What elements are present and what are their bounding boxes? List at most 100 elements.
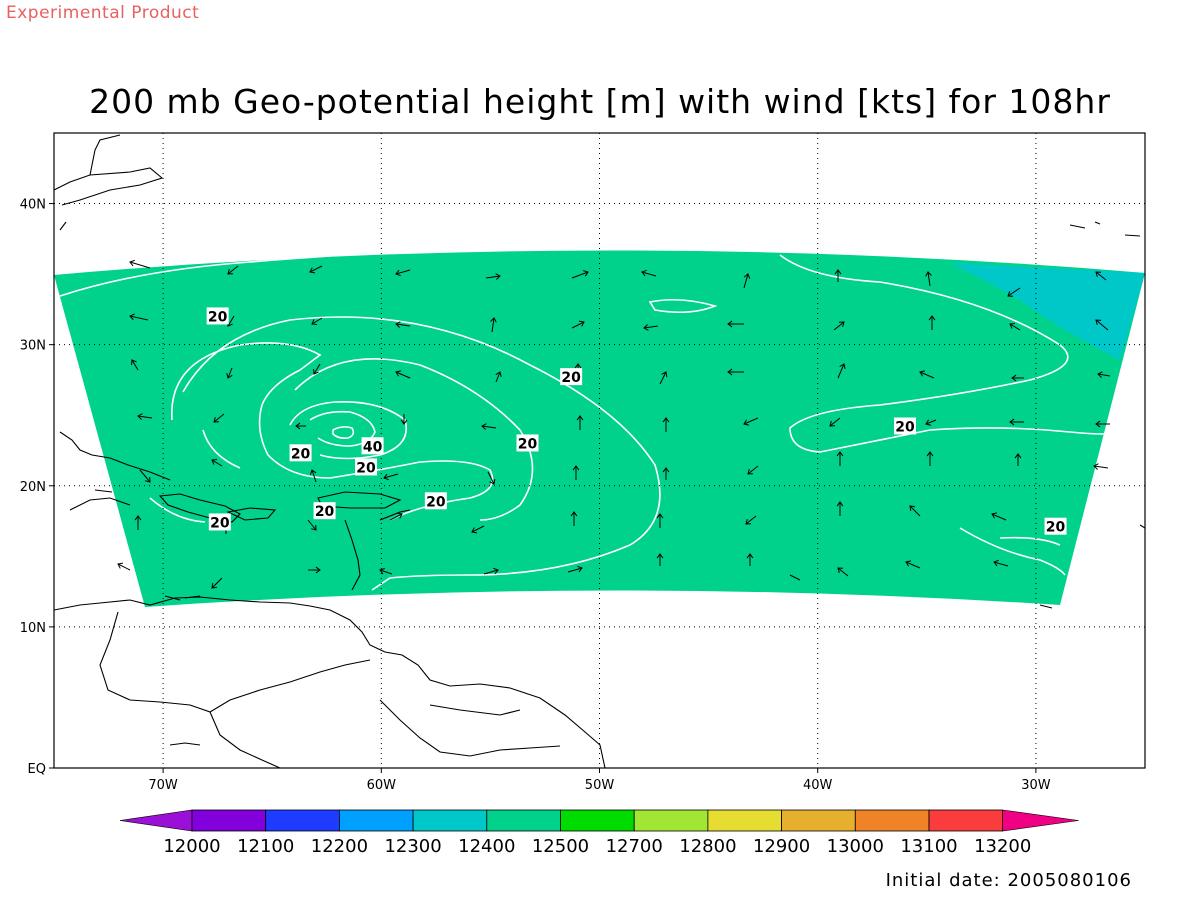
lon-tick-label: 70W (148, 778, 178, 793)
coastlines (54, 134, 1145, 768)
wind-arrow (572, 465, 580, 480)
wind-arrow (659, 371, 668, 385)
colorbar-segment (781, 809, 856, 832)
colorbar-label: 13200 (974, 836, 1031, 857)
colorbar-label: 12700 (606, 836, 663, 857)
wind-arrow (295, 422, 306, 430)
wind-arrow (570, 511, 578, 526)
contour-label-box (516, 434, 539, 452)
wind-arrow (662, 467, 670, 480)
colorbar-label: 12000 (163, 836, 220, 857)
lon-tick-label: 40W (803, 778, 833, 793)
lat-tick-label: EQ (28, 762, 46, 777)
contour-label: 20 (561, 370, 581, 386)
wind-arrow (833, 321, 845, 331)
lat-tick-label: 40N (20, 198, 46, 213)
wind-arrow (1097, 371, 1111, 378)
colorbar-segment (707, 809, 783, 832)
wind-arrow (395, 321, 411, 328)
contour-label-box (313, 502, 336, 520)
colorbar-label: 13000 (827, 836, 884, 857)
contour-label: 40 (363, 439, 383, 455)
wind-arrow (1009, 323, 1021, 331)
wind-arrow (727, 320, 744, 328)
wind-arrow (656, 553, 664, 566)
lon-tick-label: 60W (367, 778, 397, 793)
wind-arrow (226, 367, 233, 379)
lat-lon-grid (54, 133, 1145, 768)
contour-label: 20 (426, 494, 446, 510)
wind-arrow (925, 419, 937, 426)
colorbar-segment (338, 809, 414, 832)
wind-arrow (727, 368, 744, 376)
lat-tick-label: 20N (20, 480, 46, 495)
wind-arrow (829, 417, 841, 427)
contour-label: 20 (291, 446, 311, 462)
wind-arrow (389, 512, 403, 521)
wind-arrow (379, 568, 393, 575)
wind-arrow (213, 413, 225, 423)
colorbar-segment (412, 809, 488, 832)
wind-arrow (307, 519, 317, 531)
wind-arrow (395, 370, 411, 379)
lon-tick-label: 50W (585, 778, 615, 793)
colorbar-segment (560, 809, 635, 832)
lon-tick-label: 30W (1021, 778, 1051, 793)
colorbar-segment (265, 809, 340, 832)
contour-label: 20 (315, 504, 335, 520)
colorbar-segment (486, 809, 561, 832)
wind-arrow (487, 471, 496, 485)
contour-label: 20 (518, 436, 538, 452)
wind-arrow (485, 273, 501, 280)
wind-arrow (383, 473, 399, 481)
wind-arrow (211, 459, 223, 467)
colorbar-segment (854, 809, 930, 832)
wind-arrow (483, 567, 499, 575)
contour-label-box (289, 444, 312, 462)
colorbar-label: 12100 (237, 836, 294, 857)
wind-arrow (576, 415, 584, 430)
colorbar-low-arrow (119, 809, 193, 832)
wind-arrow (747, 465, 759, 475)
wind-arrow (836, 501, 844, 516)
wind-contours (59, 254, 1126, 591)
wind-arrow (131, 359, 139, 371)
latitude-axis: 40N 30N 20N 10N EQ (20, 198, 54, 777)
contour-label-box (893, 417, 916, 435)
wind-arrow (925, 271, 932, 287)
wind-arrow (471, 525, 485, 534)
wind-arrow (571, 320, 585, 329)
wind-arrow (571, 270, 589, 279)
wind-arrow (928, 315, 936, 330)
wind-arrow (481, 423, 497, 430)
contour-label: 20 (208, 309, 228, 325)
wind-arrow (1095, 271, 1107, 281)
contour-label-box (560, 368, 583, 386)
wind-arrow (311, 317, 323, 325)
wind-arrow (495, 371, 502, 383)
wind-arrow (567, 565, 583, 573)
wind-arrow (395, 269, 411, 277)
lat-tick-label: 10N (20, 621, 46, 636)
contour-label-box (361, 437, 384, 455)
wind-arrow (1014, 453, 1022, 466)
colorbar-segment (633, 809, 709, 832)
wind-arrow (490, 317, 497, 333)
contour-label-box (208, 513, 231, 531)
colorbar-segment (191, 809, 267, 832)
wind-arrow (117, 562, 131, 571)
wind-arrow (746, 553, 754, 566)
wind-arrow (905, 560, 921, 569)
contour-label: 20 (1046, 520, 1066, 536)
contour-label: 20 (356, 460, 376, 476)
wind-arrow (743, 273, 751, 289)
colorbar-label: 12800 (679, 836, 736, 857)
wind-arrow (836, 451, 844, 466)
wind-arrow (313, 363, 321, 375)
longitude-axis: 70W 60W 50W 40W 30W (148, 768, 1051, 793)
contour-label-box (424, 492, 447, 510)
wind-arrow (656, 513, 664, 528)
wind-arrow (129, 313, 149, 321)
